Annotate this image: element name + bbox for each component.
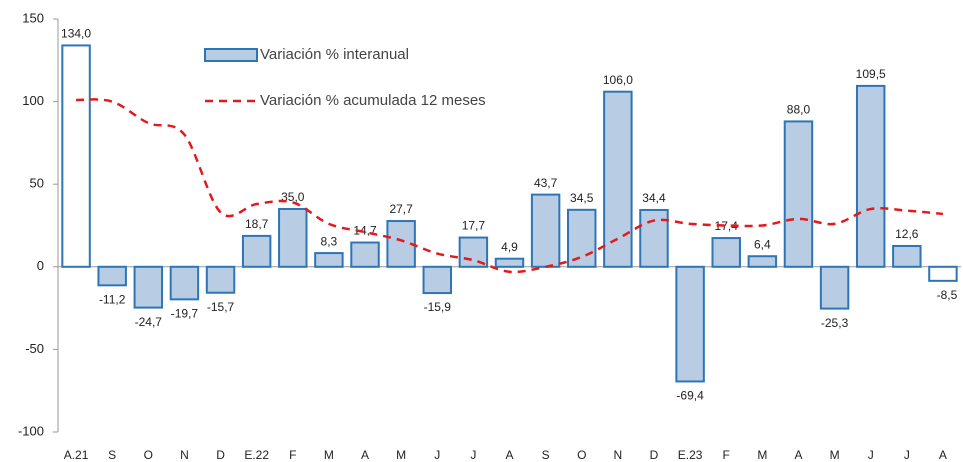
y-tick-label: 0: [37, 258, 44, 273]
bar: [928, 265, 958, 282]
x-tick-label: A: [505, 448, 513, 462]
bar: [241, 234, 272, 268]
x-tick-label: M: [396, 448, 406, 462]
x-tick-label: J: [868, 448, 874, 462]
data-label: 43,7: [534, 176, 558, 190]
bar: [567, 208, 597, 268]
data-label: 109,5: [856, 67, 886, 81]
data-label: -19,7: [171, 307, 199, 321]
bar: [205, 265, 236, 294]
x-tick-label: E.22: [244, 448, 269, 462]
x-tick-label: O: [144, 448, 153, 462]
bar: [603, 90, 633, 268]
data-label: -8,5: [937, 288, 958, 302]
x-tick-label: D: [650, 448, 659, 462]
x-tick-label: N: [614, 448, 623, 462]
data-label: 18,7: [245, 217, 269, 231]
bar: [639, 208, 669, 268]
legend-swatch: [204, 48, 258, 62]
data-label: 34,5: [570, 191, 594, 205]
data-label: 34,4: [642, 191, 666, 205]
data-label: 12,6: [895, 227, 919, 241]
data-label: 106,0: [603, 73, 633, 87]
legend-label: Variación % interanual: [260, 46, 409, 63]
data-label: 134,0: [61, 27, 91, 41]
data-label: 27,7: [389, 202, 413, 216]
data-label: 6,4: [754, 237, 771, 251]
x-tick-label: M: [324, 448, 334, 462]
data-label: 4,9: [501, 240, 518, 254]
x-tick-label: N: [180, 448, 189, 462]
x-tick-label: S: [108, 448, 116, 462]
data-label: -15,9: [424, 300, 452, 314]
x-tick-label: J: [904, 448, 910, 462]
bar: [422, 265, 452, 295]
bar: [314, 252, 344, 268]
data-label: 35,0: [281, 190, 305, 204]
bar: [892, 244, 922, 268]
x-tick-label: D: [216, 448, 225, 462]
data-label: -69,4: [676, 389, 704, 403]
line: [76, 98, 944, 274]
data-label: -15,7: [207, 300, 235, 314]
bar: [133, 265, 164, 309]
x-tick-label: S: [542, 448, 550, 462]
x-tick-label: F: [289, 448, 296, 462]
y-tick-label: 50: [30, 176, 44, 191]
data-label: 8,3: [321, 234, 338, 248]
data-label: 88,0: [787, 103, 811, 117]
data-label: 17,7: [462, 219, 486, 233]
bar: [169, 265, 200, 301]
y-tick-label: -50: [25, 341, 44, 356]
x-tick-label: J: [470, 448, 476, 462]
bar: [675, 265, 705, 383]
legend-label: Variación % acumulada 12 meses: [260, 92, 486, 109]
y-tick-label: 150: [22, 10, 44, 25]
x-tick-label: A: [794, 448, 802, 462]
bar: [97, 265, 127, 287]
y-tick-label: -100: [18, 423, 44, 438]
data-label: -11,2: [99, 292, 126, 306]
bar: [61, 44, 91, 268]
data-label: 17,4: [715, 219, 739, 233]
x-tick-label: A: [939, 448, 947, 462]
bar: [747, 255, 778, 268]
x-tick-label: O: [577, 448, 586, 462]
bar: [350, 241, 380, 268]
x-tick-label: J: [434, 448, 440, 462]
x-tick-label: M: [757, 448, 767, 462]
bar: [458, 236, 489, 268]
bar: [530, 193, 561, 268]
data-label: -25,3: [821, 316, 849, 330]
x-tick-label: A: [361, 448, 369, 462]
bar: [783, 120, 814, 268]
x-tick-label: M: [830, 448, 840, 462]
bar: [819, 265, 850, 310]
bar: [278, 207, 308, 268]
bar: [711, 237, 741, 268]
x-tick-label: A.21: [64, 448, 89, 462]
x-tick-label: E.23: [678, 448, 703, 462]
bar: [494, 257, 525, 268]
bar: [855, 84, 886, 268]
y-tick-label: 100: [22, 93, 44, 108]
x-tick-label: F: [723, 448, 730, 462]
data-label: -24,7: [135, 315, 163, 329]
